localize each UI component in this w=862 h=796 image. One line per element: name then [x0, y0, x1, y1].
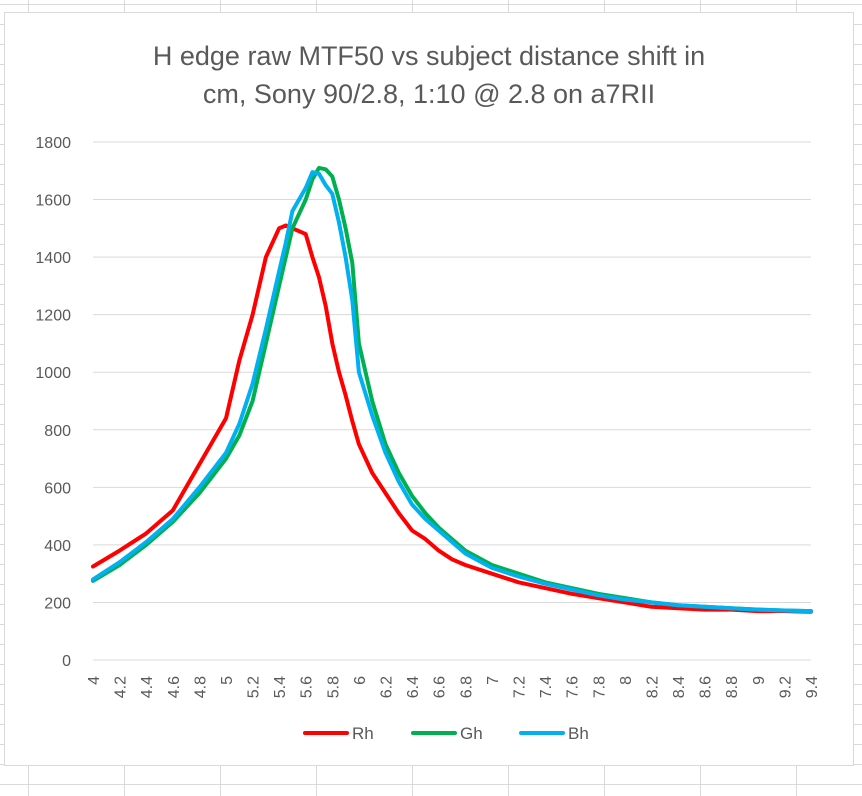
y-tick-label: 600	[44, 480, 71, 497]
x-tick-label: 6.2	[379, 676, 396, 698]
x-tick-label: 7.8	[591, 676, 608, 698]
y-tick-label: 400	[44, 538, 71, 555]
x-tick-label: 8.2	[644, 676, 661, 698]
x-tick-label: 4.6	[166, 676, 183, 698]
series-line-rh	[91, 223, 813, 614]
x-tick-label: 5	[219, 676, 236, 685]
chart-title-line-2: cm, Sony 90/2.8, 1:10 @ 2.8 on a7RII	[202, 79, 656, 109]
x-tick-label: 7	[485, 676, 502, 685]
y-tick-label: 1400	[35, 250, 71, 267]
x-tick-label: 4.4	[139, 676, 156, 698]
x-tick-label: 9.4	[804, 676, 821, 698]
plot-area: 0 200 400 600 800 1000 1200 1400 1600 1800 4 4.2 4.4…	[35, 135, 821, 743]
y-tick-label: 1000	[35, 365, 71, 382]
x-tick-label: 6.4	[405, 676, 422, 698]
x-tick-label: 5.6	[299, 676, 316, 698]
legend-label-bh: Bh	[568, 724, 589, 743]
x-tick-label: 5.8	[325, 676, 342, 698]
x-tick-label: 7.4	[538, 676, 555, 698]
chart-title-line-1: H edge raw MTF50 vs subject distance shi…	[152, 41, 706, 71]
y-tick-label: 800	[44, 423, 71, 440]
series-line-bh	[91, 170, 813, 614]
x-tick-label: 7.2	[511, 676, 528, 698]
y-tick-label: 1600	[35, 193, 71, 210]
y-tick-label: 1200	[35, 308, 71, 325]
x-tick-label: 4.8	[192, 676, 209, 698]
y-tick-label: 200	[44, 595, 71, 612]
y-tick-label: 0	[62, 653, 71, 670]
x-tick-label: 6.6	[432, 676, 449, 698]
x-tick-label: 8.8	[724, 676, 741, 698]
x-tick-label: 9.2	[777, 676, 794, 698]
legend-label-rh: Rh	[352, 724, 374, 743]
x-tick-label: 4	[86, 676, 103, 685]
y-tick-label: 1800	[35, 135, 71, 152]
x-tick-label: 8.4	[671, 676, 688, 698]
x-tick-label: 7.6	[565, 676, 582, 698]
x-tick-label: 8	[618, 676, 635, 685]
x-tick-label: 6	[352, 676, 369, 685]
x-tick-label: 9	[751, 676, 768, 685]
x-tick-label: 5.2	[246, 676, 263, 698]
chart-title: H edge raw MTF50 vs subject distance shi…	[5, 37, 853, 113]
x-tick-label: 8.6	[698, 676, 715, 698]
x-tick-label: 4.2	[113, 676, 130, 698]
chart-area[interactable]: H edge raw MTF50 vs subject distance shi…	[4, 12, 854, 766]
x-tick-label: 5.4	[272, 676, 289, 698]
legend-label-gh: Gh	[460, 724, 483, 743]
x-tick-label: 6.8	[458, 676, 475, 698]
